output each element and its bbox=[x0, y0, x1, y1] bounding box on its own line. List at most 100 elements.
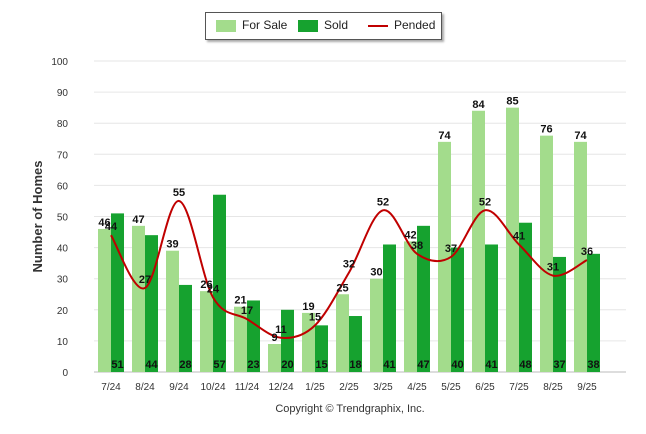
data-label-sold: 57 bbox=[213, 359, 225, 371]
bar-for-sale bbox=[132, 225, 145, 372]
data-label-for-sale: 47 bbox=[132, 214, 144, 226]
bar-sold bbox=[451, 247, 464, 372]
data-label-for-sale: 42 bbox=[404, 229, 416, 241]
copyright-footer: Copyright © Trendgraphix, Inc. bbox=[275, 403, 424, 415]
x-tick-label: 1/25 bbox=[305, 382, 325, 393]
data-label-pended: 36 bbox=[581, 246, 593, 258]
bar-sold bbox=[417, 225, 430, 372]
data-label-sold: 44 bbox=[145, 359, 158, 371]
data-label-pended: 38 bbox=[411, 240, 423, 252]
legend-label-pended: Pended bbox=[394, 18, 436, 32]
x-tick-label: 9/25 bbox=[577, 382, 597, 393]
line-pended bbox=[110, 199, 588, 339]
bar-for-sale bbox=[404, 241, 417, 372]
y-tick-label: 100 bbox=[51, 57, 68, 68]
legend-line-pended bbox=[368, 25, 388, 27]
legend-label-sold: Sold bbox=[324, 18, 349, 32]
data-label-sold: 20 bbox=[281, 359, 293, 371]
y-tick-label: 70 bbox=[57, 150, 69, 161]
bar-for-sale bbox=[234, 306, 247, 372]
y-tick-label: 80 bbox=[57, 119, 69, 130]
bar-for-sale bbox=[336, 294, 349, 372]
bar-sold bbox=[349, 316, 362, 372]
data-label-sold: 18 bbox=[349, 359, 361, 371]
data-label-for-sale: 46 bbox=[98, 217, 110, 229]
bar-sold bbox=[519, 222, 532, 372]
data-label-pended: 37 bbox=[445, 243, 457, 255]
y-tick-label: 60 bbox=[57, 181, 69, 192]
bar-for-sale bbox=[506, 107, 519, 373]
data-label-sold: 48 bbox=[519, 359, 531, 371]
bar-sold bbox=[213, 194, 226, 372]
y-tick-label: 40 bbox=[57, 244, 69, 255]
bar-sold bbox=[111, 213, 124, 372]
bar-sold bbox=[315, 325, 328, 372]
bar-sold bbox=[485, 244, 498, 372]
bar-sold bbox=[281, 309, 294, 372]
bar-sold bbox=[553, 256, 566, 372]
data-label-sold: 41 bbox=[383, 359, 395, 371]
x-tick-label: 7/25 bbox=[509, 382, 529, 393]
y-axis-label: Number of Homes bbox=[30, 161, 45, 273]
bar-for-sale bbox=[540, 135, 553, 372]
legend-label-for-sale: For Sale bbox=[242, 18, 288, 32]
legend-swatch-for-sale bbox=[216, 20, 236, 32]
data-label-pended: 32 bbox=[343, 258, 355, 270]
data-label-sold: 23 bbox=[247, 359, 259, 371]
x-tick-label: 9/24 bbox=[169, 382, 189, 393]
data-label-sold: 41 bbox=[485, 359, 497, 371]
data-label-pended: 31 bbox=[547, 262, 559, 274]
bar-for-sale bbox=[438, 141, 451, 372]
x-tick-label: 5/25 bbox=[441, 382, 461, 393]
x-tick-label: 2/25 bbox=[339, 382, 359, 393]
data-label-for-sale: 21 bbox=[234, 295, 246, 307]
data-label-for-sale: 39 bbox=[166, 239, 178, 251]
bar-for-sale bbox=[166, 250, 179, 372]
x-tick-label: 6/25 bbox=[475, 382, 495, 393]
bar-for-sale bbox=[268, 344, 281, 372]
y-tick-label: 30 bbox=[57, 275, 69, 286]
data-label-pended: 52 bbox=[377, 196, 389, 208]
bar-sold bbox=[383, 244, 396, 372]
data-label-sold: 15 bbox=[315, 359, 327, 371]
data-label-for-sale: 26 bbox=[200, 279, 212, 291]
x-tick-label: 10/24 bbox=[200, 382, 225, 393]
y-tick-label: 50 bbox=[57, 213, 69, 224]
bar-sold bbox=[179, 284, 192, 372]
data-label-for-sale: 85 bbox=[506, 96, 518, 108]
bar-sold bbox=[587, 253, 600, 372]
y-tick-label: 0 bbox=[62, 368, 68, 379]
data-label-for-sale: 84 bbox=[472, 99, 485, 111]
data-label-sold: 38 bbox=[587, 359, 599, 371]
x-tick-label: 8/25 bbox=[543, 382, 563, 393]
bar-for-sale bbox=[472, 110, 485, 372]
data-label-pended: 55 bbox=[173, 187, 185, 199]
data-label-for-sale: 76 bbox=[540, 124, 552, 136]
data-label-for-sale: 74 bbox=[574, 130, 587, 142]
bar-for-sale bbox=[370, 278, 383, 372]
y-tick-label: 20 bbox=[57, 306, 69, 317]
bar-for-sale bbox=[574, 141, 587, 372]
bar-for-sale bbox=[98, 228, 111, 372]
x-tick-label: 8/24 bbox=[135, 382, 155, 393]
data-label-for-sale: 30 bbox=[370, 267, 382, 279]
data-label-pended: 15 bbox=[309, 311, 321, 323]
data-label-pended: 17 bbox=[241, 305, 253, 317]
bar-sold bbox=[145, 235, 158, 372]
data-label-sold: 40 bbox=[451, 359, 463, 371]
data-label-pended: 24 bbox=[207, 283, 220, 295]
x-tick-label: 12/24 bbox=[268, 382, 293, 393]
x-tick-label: 11/24 bbox=[235, 382, 260, 393]
data-label-sold: 28 bbox=[179, 359, 191, 371]
data-label-for-sale: 25 bbox=[336, 282, 348, 294]
data-label-sold: 37 bbox=[553, 359, 565, 371]
data-label-pended: 27 bbox=[139, 274, 151, 286]
data-label-pended: 52 bbox=[479, 196, 491, 208]
data-label-pended: 41 bbox=[513, 230, 525, 242]
data-label-for-sale: 9 bbox=[271, 332, 277, 344]
x-tick-label: 7/24 bbox=[101, 382, 121, 393]
data-label-pended: 11 bbox=[275, 324, 287, 336]
data-label-sold: 51 bbox=[111, 359, 123, 371]
data-label-pended: 44 bbox=[105, 221, 118, 233]
